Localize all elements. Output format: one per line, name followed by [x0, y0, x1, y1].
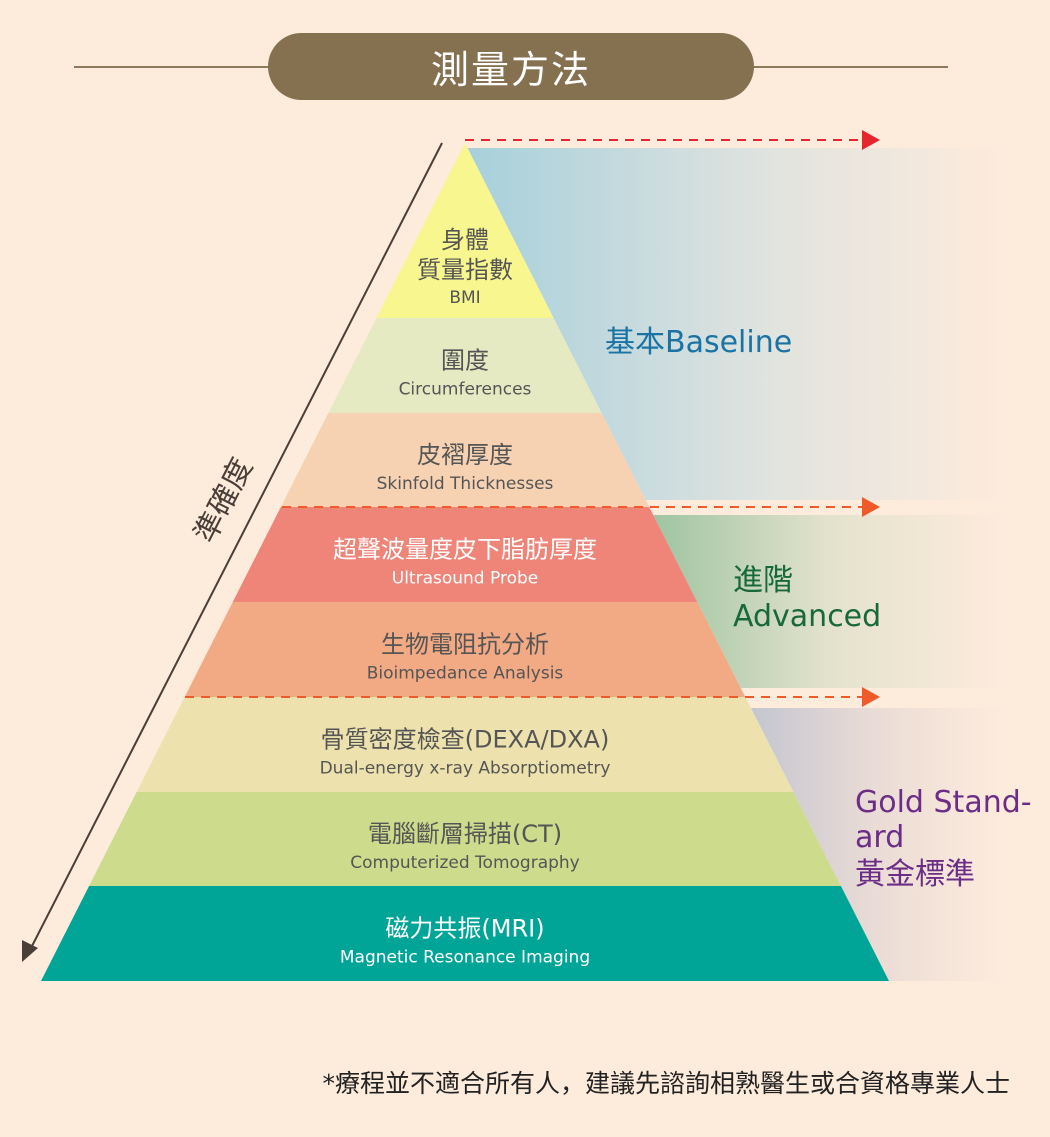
level-label-en: Magnetic Resonance Imaging: [340, 948, 590, 968]
tier-gold-label-2: ard: [855, 820, 904, 855]
level-label-zh: 電腦斷層掃描(CT): [368, 820, 562, 848]
level-label-en: BMI: [449, 288, 480, 308]
tier-band-advanced: [653, 515, 1000, 688]
arrow-right-icon: [862, 130, 880, 150]
level-label-zh: 質量指數: [417, 256, 513, 284]
accuracy-axis-label: 準確度: [188, 453, 260, 549]
arrow-right-icon: [862, 497, 880, 517]
level-label-zh: 骨質密度檢查(DEXA/DXA): [321, 726, 610, 754]
level-label-zh: 圍度: [441, 347, 489, 375]
pyramid-level: 超聲波量度皮下脂肪厚度 Ultrasound Probe: [232, 507, 698, 602]
pyramid-level-band: [328, 318, 602, 413]
level-label-zh: 身體: [441, 226, 489, 254]
tier-advanced-label-zh: 進階: [733, 563, 793, 598]
level-label-zh: 超聲波量度皮下脂肪厚度: [333, 536, 597, 564]
pyramid-level: 磁力共振(MRI) Magnetic Resonance Imaging: [41, 886, 889, 981]
title-rule-right: [750, 66, 948, 68]
level-label-zh: 磁力共振(MRI): [385, 915, 544, 943]
pyramid-level: 圍度 Circumferences: [328, 318, 602, 413]
tier-advanced-label-en: Advanced: [733, 599, 881, 634]
pyramid-level-band: [41, 886, 889, 981]
footnote: *療程並不適合所有人，建議先諮詢相熟醫生或合資格專業人士: [322, 1069, 1010, 1098]
arrow-right-icon: [862, 687, 880, 707]
level-label-zh: 生物電阻抗分析: [381, 631, 549, 659]
pyramid-level-band: [232, 507, 698, 602]
pyramid-level-band: [184, 602, 746, 697]
tier-gold-label-1: Gold Stand-: [855, 785, 1032, 820]
pyramid-level-band: [136, 697, 794, 792]
accuracy-axis-line: [29, 142, 443, 951]
page-title: 測量方法: [268, 33, 754, 100]
level-label-en: Computerized Tomography: [350, 853, 580, 873]
level-label-en: Skinfold Thicknesses: [377, 474, 554, 494]
accuracy-arrowhead-icon: [22, 940, 38, 962]
level-label-en: Circumferences: [399, 380, 532, 400]
pyramid-level-band: [89, 792, 841, 886]
title-rule-left: [74, 66, 274, 68]
pyramid-level: 生物電阻抗分析 Bioimpedance Analysis: [184, 602, 746, 697]
level-label-en: Bioimpedance Analysis: [367, 664, 564, 684]
level-label-en: Dual-energy x-ray Absorptiometry: [320, 759, 611, 779]
level-label-en: Ultrasound Probe: [392, 569, 538, 589]
level-label-zh: 皮褶厚度: [417, 441, 513, 469]
pyramid-level: 電腦斷層掃描(CT) Computerized Tomography: [89, 792, 841, 886]
pyramid-level-band: [280, 413, 650, 507]
pyramid-level: 骨質密度檢查(DEXA/DXA) Dual-energy x-ray Absorp…: [136, 697, 794, 792]
tier-band-gold: [750, 708, 1000, 981]
pyramid-level: 皮褶厚度 Skinfold Thicknesses: [280, 413, 650, 507]
tier-baseline-label: 基本Baseline: [605, 325, 792, 360]
tier-band-baseline: [467, 148, 1000, 500]
pyramid-level-band: [376, 143, 554, 318]
tier-gold-label-zh: 黃金標準: [855, 857, 975, 892]
